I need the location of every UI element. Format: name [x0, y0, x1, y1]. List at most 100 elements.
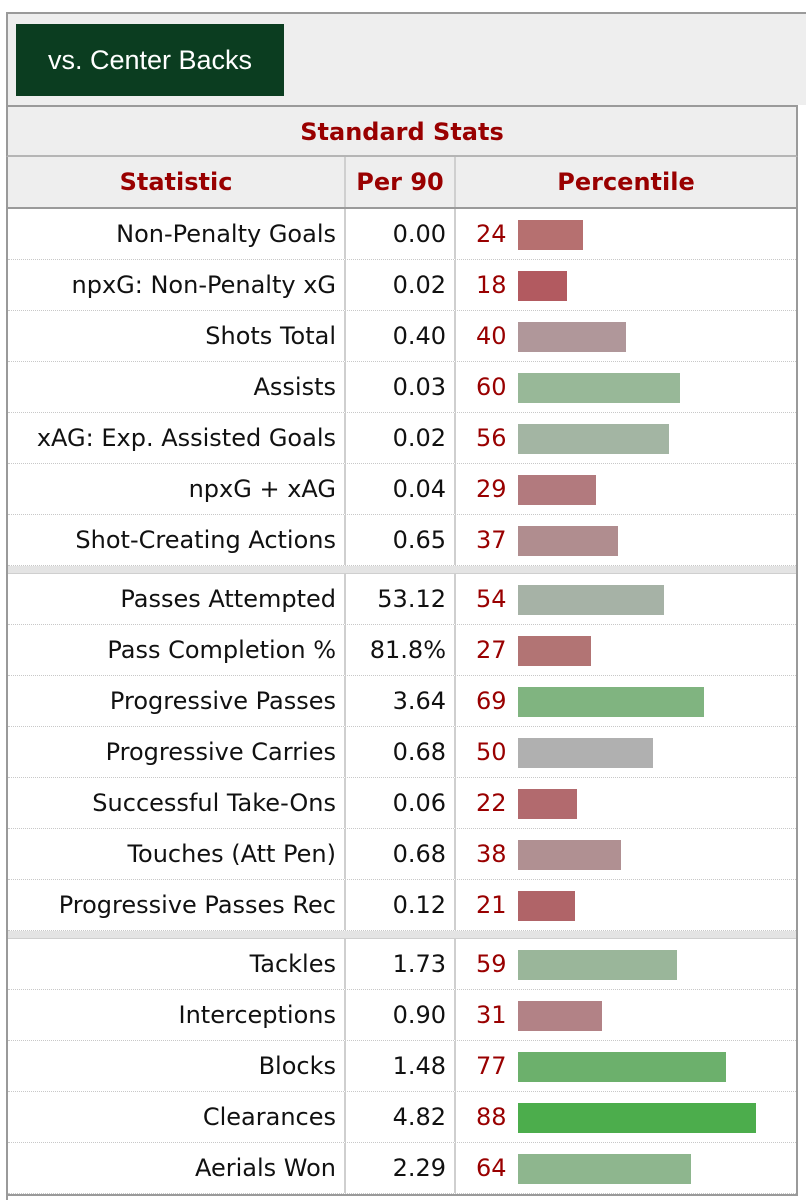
stat-name-cell: Tackles: [8, 939, 346, 989]
table-row: Successful Take-Ons 0.06 22: [8, 778, 796, 829]
percentile-cell: 24: [456, 209, 796, 259]
table-row: Assists 0.03 60: [8, 362, 796, 413]
percentile-cell: 40: [456, 311, 796, 361]
standard-stats-table: Standard Stats Statistic Per 90 Percenti…: [6, 105, 798, 1196]
percentile-cell: 31: [456, 990, 796, 1040]
percentile-bar: [518, 1001, 602, 1031]
group-separator: [8, 931, 796, 939]
per90-cell: 0.02: [346, 260, 456, 310]
table-row: Pass Completion % 81.8% 27: [8, 625, 796, 676]
stat-name-cell: xAG: Exp. Assisted Goals: [8, 413, 346, 463]
percentile-value: 60: [476, 373, 507, 401]
per90-cell: 0.04: [346, 464, 456, 514]
stat-name-cell: Blocks: [8, 1041, 346, 1091]
stat-name-cell: Progressive Passes Rec: [8, 880, 346, 930]
table-title: Standard Stats: [6, 105, 798, 157]
percentile-cell: 50: [456, 727, 796, 777]
percentile-cell: 77: [456, 1041, 796, 1091]
percentile-bar: [518, 687, 705, 717]
stat-name-cell: Successful Take-Ons: [8, 778, 346, 828]
percentile-bar: [518, 950, 678, 980]
per90-cell: 53.12: [346, 574, 456, 624]
percentile-bar: [518, 373, 680, 403]
stat-name-cell: Shot-Creating Actions: [8, 515, 346, 565]
percentile-value: 18: [476, 271, 507, 299]
percentile-bar: [518, 475, 597, 505]
percentile-bar: [518, 1052, 726, 1082]
percentile-bar: [518, 526, 618, 556]
stat-name-cell: Interceptions: [8, 990, 346, 1040]
percentile-cell: 69: [456, 676, 796, 726]
table-row: npxG + xAG 0.04 29: [8, 464, 796, 515]
per90-cell: 0.40: [346, 311, 456, 361]
per90-cell: 3.64: [346, 676, 456, 726]
table-body: Non-Penalty Goals 0.00 24 npxG: Non-Penalty…: [6, 209, 798, 1196]
per90-cell: 0.06: [346, 778, 456, 828]
stat-name-cell: Clearances: [8, 1092, 346, 1142]
header-percentile[interactable]: Percentile: [557, 168, 695, 196]
compare-center-backs-button[interactable]: vs. Center Backs: [16, 24, 284, 96]
table-row: Non-Penalty Goals 0.00 24: [8, 209, 796, 260]
header-per-90[interactable]: Per 90: [346, 157, 456, 207]
stat-name-cell: Shots Total: [8, 311, 346, 361]
per90-cell: 0.03: [346, 362, 456, 412]
percentile-bar: [518, 738, 653, 768]
per90-cell: 0.12: [346, 880, 456, 930]
stat-name-cell: npxG: Non-Penalty xG: [8, 260, 346, 310]
table-row: Aerials Won 2.29 64: [8, 1143, 796, 1194]
percentile-cell: 18: [456, 260, 796, 310]
per90-cell: 1.48: [346, 1041, 456, 1091]
percentile-bar: [518, 271, 567, 301]
stat-name-cell: npxG + xAG: [8, 464, 346, 514]
percentile-bar: [518, 891, 575, 921]
percentile-bar: [518, 585, 664, 615]
stat-name-cell: Assists: [8, 362, 346, 412]
per90-cell: 0.68: [346, 829, 456, 879]
stat-name-cell: Passes Attempted: [8, 574, 346, 624]
stat-name-cell: Touches (Att Pen): [8, 829, 346, 879]
percentile-bar: [518, 1103, 756, 1133]
table-row: Touches (Att Pen) 0.68 38: [8, 829, 796, 880]
percentile-cell: 64: [456, 1143, 796, 1193]
stat-name-cell: Pass Completion %: [8, 625, 346, 675]
percentile-cell: 29: [456, 464, 796, 514]
per90-cell: 2.29: [346, 1143, 456, 1193]
percentile-cell: 56: [456, 413, 796, 463]
per90-cell: 4.82: [346, 1092, 456, 1142]
table-row: Progressive Carries 0.68 50: [8, 727, 796, 778]
stat-name-cell: Progressive Carries: [8, 727, 346, 777]
per90-cell: 0.65: [346, 515, 456, 565]
header-statistic[interactable]: Statistic: [8, 157, 346, 207]
per90-cell: 0.00: [346, 209, 456, 259]
table-row: npxG: Non-Penalty xG 0.02 18: [8, 260, 796, 311]
per90-cell: 1.73: [346, 939, 456, 989]
percentile-value: 64: [476, 1154, 507, 1182]
table-row: Shots Total 0.40 40: [8, 311, 796, 362]
table-row: Progressive Passes 3.64 69: [8, 676, 796, 727]
table-row: Blocks 1.48 77: [8, 1041, 796, 1092]
percentile-cell: 37: [456, 515, 796, 565]
percentile-value: 77: [476, 1052, 507, 1080]
table-header-row: Statistic Per 90 Percentile: [6, 157, 798, 209]
percentile-bar: [518, 424, 670, 454]
percentile-value: 31: [476, 1001, 507, 1029]
percentile-value: 56: [476, 424, 507, 452]
group-separator: [8, 566, 796, 574]
percentile-value: 40: [476, 322, 507, 350]
percentile-value: 29: [476, 475, 507, 503]
percentile-cell: 88: [456, 1092, 796, 1142]
percentile-value: 21: [476, 891, 507, 919]
table-row: Tackles 1.73 59: [8, 939, 796, 990]
percentile-value: 38: [476, 840, 507, 868]
percentile-value: 50: [476, 738, 507, 766]
percentile-value: 88: [476, 1103, 507, 1131]
table-row: Interceptions 0.90 31: [8, 990, 796, 1041]
percentile-bar: [518, 789, 578, 819]
per90-cell: 0.68: [346, 727, 456, 777]
percentile-cell: 27: [456, 625, 796, 675]
percentile-bar: [518, 840, 621, 870]
percentile-value: 22: [476, 789, 507, 817]
per90-cell: 0.02: [346, 413, 456, 463]
percentile-value: 37: [476, 526, 507, 554]
stat-name-cell: Aerials Won: [8, 1143, 346, 1193]
